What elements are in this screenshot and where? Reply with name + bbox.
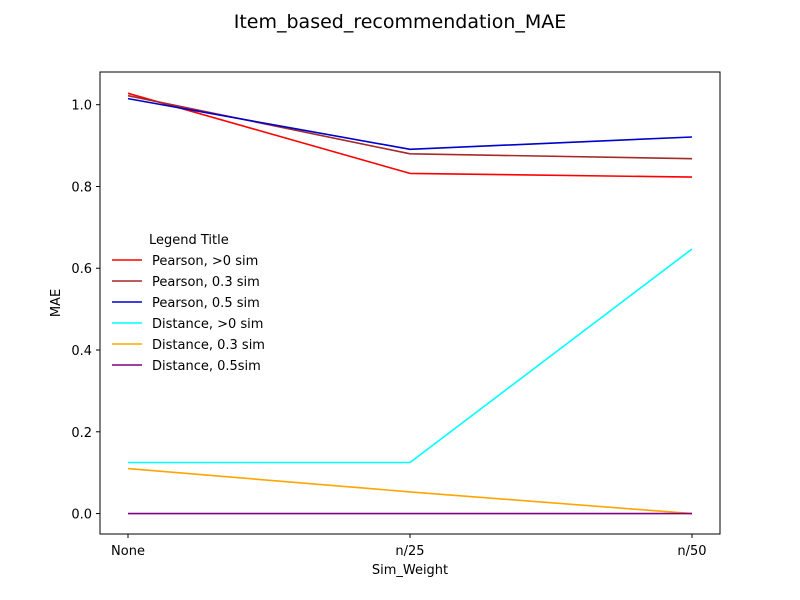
- legend-label: Distance, 0.3 sim: [152, 338, 265, 353]
- series-line-4: [128, 248, 693, 464]
- legend-item: Distance, 0.3 sim: [112, 338, 265, 353]
- y-axis: 0.0 0.2 0.4 0.6 0.8 1.0: [71, 99, 100, 523]
- series-line-5: [127, 467, 693, 515]
- x-tick-label: None: [111, 544, 145, 559]
- legend-item: Pearson, 0.3 sim: [112, 275, 260, 290]
- y-tick-label: 0.6: [71, 262, 92, 277]
- legend-label: Distance, >0 sim: [152, 317, 263, 332]
- y-tick-label: 1.0: [71, 99, 92, 114]
- legend-label: Pearson, >0 sim: [152, 254, 258, 269]
- y-axis-label: MAE: [49, 289, 64, 317]
- legend-label: Pearson, 0.5 sim: [152, 296, 260, 311]
- x-axis-label: Sim_Weight: [372, 563, 448, 578]
- y-tick-label: 0.4: [71, 344, 92, 359]
- series-layer: [127, 92, 693, 515]
- legend-item: Distance, 0.5sim: [112, 359, 261, 374]
- legend-label: Pearson, 0.3 sim: [152, 275, 260, 290]
- legend-label: Distance, 0.5sim: [152, 359, 261, 374]
- x-tick-label: n/25: [395, 544, 424, 559]
- x-tick-label: n/50: [677, 544, 706, 559]
- legend-title: Legend Title: [149, 233, 229, 248]
- legend-item: Distance, >0 sim: [112, 317, 263, 332]
- legend: Legend Title Pearson, >0 sim Pearson, 0.3…: [112, 233, 265, 374]
- x-axis: None n/25 n/50: [111, 534, 707, 559]
- y-tick-label: 0.0: [71, 508, 92, 523]
- y-tick-label: 0.2: [71, 426, 92, 441]
- legend-item: Pearson, >0 sim: [112, 254, 258, 269]
- series-line-1: [127, 92, 693, 178]
- series-line-3: [127, 97, 693, 151]
- legend-item: Pearson, 0.5 sim: [112, 296, 260, 311]
- y-tick-label: 0.8: [71, 180, 92, 195]
- chart-title: Item_based_recommendation_MAE: [234, 11, 567, 33]
